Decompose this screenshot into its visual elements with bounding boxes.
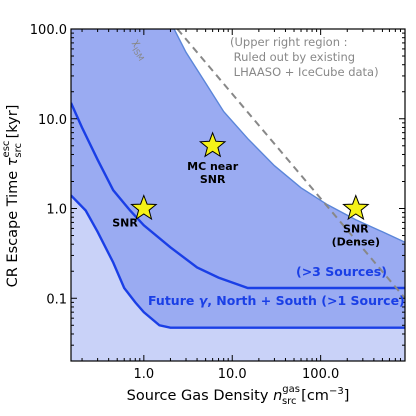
x-tick-label: 10.0	[218, 367, 247, 382]
x-tick-label: 100.0	[302, 367, 339, 382]
y-tick-label: 0.1	[46, 292, 67, 307]
star-label: SNR	[200, 173, 226, 186]
ism-reference-line	[176, 29, 405, 299]
y-tick-label: 10.0	[38, 113, 67, 128]
three-sources-region-fill	[71, 102, 405, 361]
three-sources-boundary-line	[71, 102, 405, 290]
upper-right-note: (Upper right region : Ruled out by exist…	[230, 35, 379, 79]
star-label: SNR	[343, 223, 369, 236]
note-line: LHAASO + IceCube data)	[230, 65, 379, 79]
star-label: (Dense)	[332, 236, 381, 249]
star-marker	[198, 131, 227, 158]
star-marker	[130, 194, 158, 221]
note-line: Ruled out by existing	[230, 50, 355, 64]
plot-frame	[70, 28, 406, 362]
one-source-label: Future γ, North + South (>1 Source)	[148, 293, 405, 308]
y-tick-label: 1.0	[46, 203, 67, 218]
y-axis-title: CR Escape Time τescsrc [kyr]	[1, 105, 24, 288]
one-source-boundary-line	[71, 194, 405, 329]
x-tick-label: 1.0	[133, 367, 154, 382]
x-axis-title: Source Gas Density ngas src [cm−3]	[127, 384, 350, 407]
y-tick-label: 100.0	[30, 23, 67, 38]
star-label: SNR	[112, 217, 138, 230]
ruled-out-boundary-line	[173, 29, 405, 243]
three-sources-label: (>3 Sources)	[296, 264, 387, 279]
star-marker	[342, 194, 370, 221]
note-line: (Upper right region :	[230, 35, 348, 49]
star-label: MC near	[187, 160, 239, 173]
